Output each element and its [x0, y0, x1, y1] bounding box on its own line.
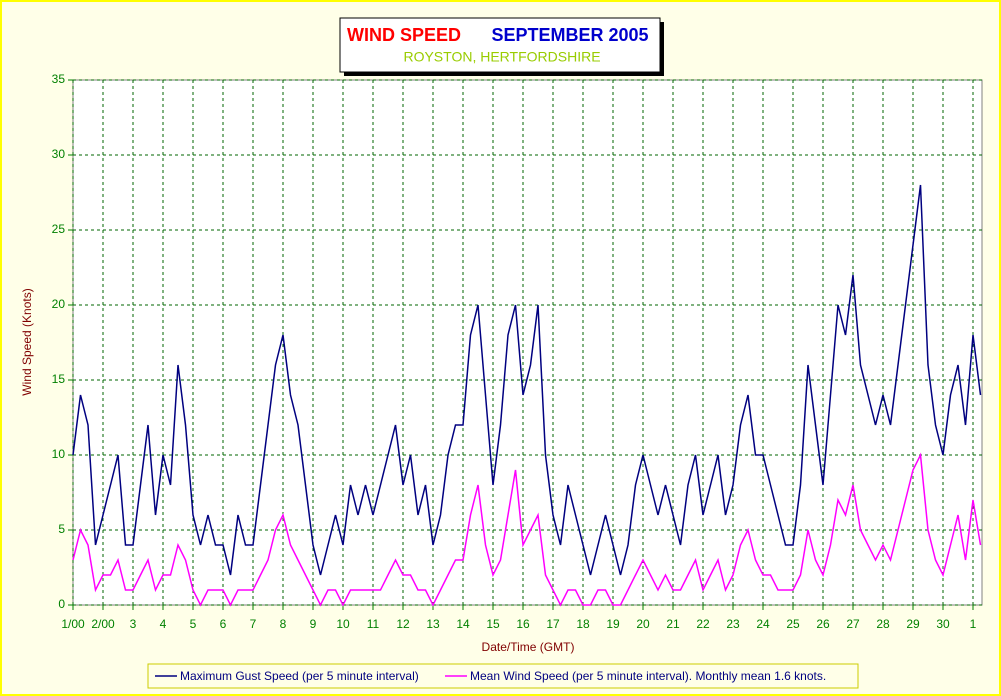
x-tick-label: 24 — [756, 617, 770, 631]
y-tick-label: 20 — [52, 297, 66, 311]
y-tick-label: 5 — [58, 522, 65, 536]
y-tick-label: 0 — [58, 597, 65, 611]
x-tick-label: 20 — [636, 617, 650, 631]
y-tick-label: 30 — [52, 147, 66, 161]
y-tick-label: 15 — [52, 372, 66, 386]
x-tick-label: 18 — [576, 617, 590, 631]
grid: 0 5 10 15 20 25 30 35 1/00 2/00 3 4 5 6 7 8 9 10 11 12 13 14 1… — [52, 72, 982, 631]
x-tick-label: 19 — [606, 617, 620, 631]
x-tick-label: 1 — [970, 617, 977, 631]
x-tick-label: 2/00 — [91, 617, 115, 631]
series-lines — [72, 184, 982, 607]
x-tick-label: 30 — [936, 617, 950, 631]
legend-label: Mean Wind Speed (per 5 minute interval).… — [470, 669, 826, 683]
x-tick-label: 7 — [250, 617, 257, 631]
x-tick-label: 6 — [220, 617, 227, 631]
x-tick-label: 26 — [816, 617, 830, 631]
x-tick-label: 8 — [280, 617, 287, 631]
x-tick-label: 29 — [906, 617, 920, 631]
legend: Maximum Gust Speed (per 5 minute interva… — [155, 669, 826, 683]
title-box — [339, 17, 661, 73]
legend-label: Maximum Gust Speed (per 5 minute interva… — [180, 669, 419, 683]
x-tick-label: 12 — [396, 617, 410, 631]
y-axis-label: Wind Speed (Knots) — [20, 288, 34, 395]
x-axis-label: Date/Time (GMT) — [482, 640, 575, 654]
x-tick-label: 27 — [846, 617, 860, 631]
x-tick-label: 16 — [516, 617, 530, 631]
chart-title-period: SEPTEMBER 2005 — [491, 25, 648, 45]
x-tick-label: 1/00 — [61, 617, 85, 631]
plot-area — [72, 79, 983, 606]
x-tick-label: 9 — [310, 617, 317, 631]
x-tick-label: 17 — [546, 617, 560, 631]
y-tick-label: 10 — [52, 447, 66, 461]
x-tick-label: 21 — [666, 617, 680, 631]
chart-subtitle: ROYSTON, HERTFORDSHIRE — [403, 49, 600, 65]
x-tick-label: 10 — [336, 617, 350, 631]
x-tick-label: 14 — [456, 617, 470, 631]
series-line — [72, 184, 982, 576]
legend-box — [147, 663, 859, 689]
x-tick-label: 3 — [130, 617, 137, 631]
x-tick-label: 13 — [426, 617, 440, 631]
chart-title: WIND SPEED — [347, 25, 461, 45]
x-tick-label: 15 — [486, 617, 500, 631]
x-tick-label: 5 — [190, 617, 197, 631]
y-tick-label: 35 — [52, 72, 66, 86]
x-tick-label: 28 — [876, 617, 890, 631]
y-tick-label: 25 — [52, 222, 66, 236]
series-line — [72, 452, 982, 607]
x-tick-label: 25 — [786, 617, 800, 631]
x-tick-label: 11 — [367, 617, 380, 631]
x-tick-label: 23 — [726, 617, 740, 631]
x-tick-label: 4 — [160, 617, 167, 631]
x-tick-label: 22 — [696, 617, 710, 631]
